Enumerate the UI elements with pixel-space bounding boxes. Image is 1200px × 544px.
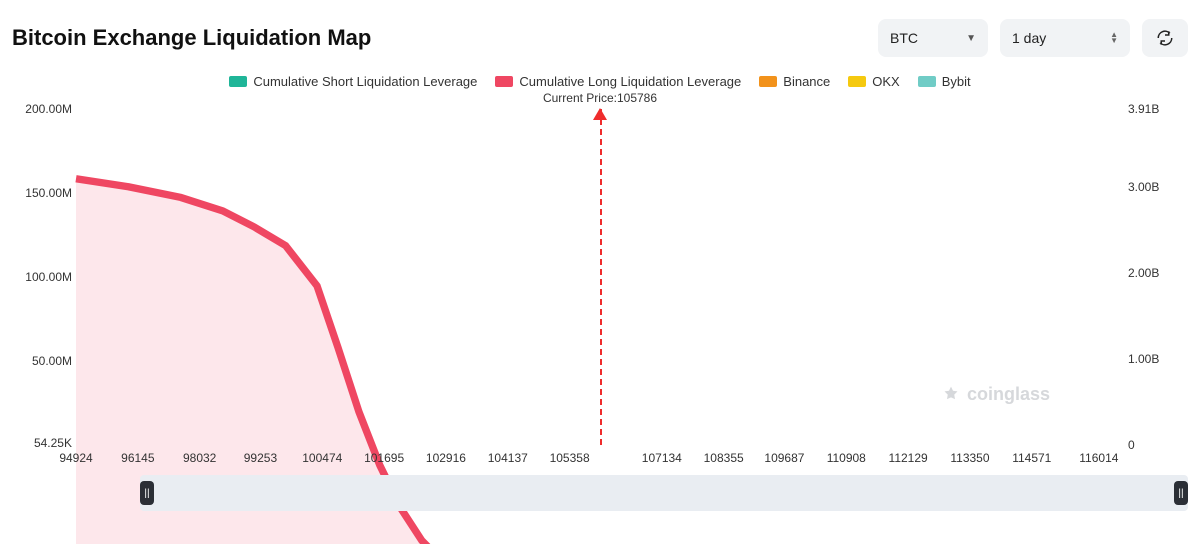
refresh-button[interactable] (1142, 19, 1188, 57)
legend-item[interactable]: Cumulative Long Liquidation Leverage (495, 74, 741, 89)
liquidation-chart: 200.00M150.00M100.00M50.00M54.25K 3.91B3… (12, 109, 1188, 469)
legend-item[interactable]: Bybit (918, 74, 971, 89)
legend-label: Cumulative Short Liquidation Leverage (253, 74, 477, 89)
x-tick: 98032 (183, 451, 216, 465)
header: Bitcoin Exchange Liquidation Map BTC ▼ 1… (12, 16, 1188, 60)
current-price-label: Current Price:105786 (12, 91, 1188, 105)
asset-select[interactable]: BTC ▼ (878, 19, 988, 57)
period-select-value: 1 day (1012, 30, 1046, 46)
x-tick: 113350 (950, 451, 989, 465)
x-tick: 99253 (244, 451, 277, 465)
chevron-down-icon: ▼ (966, 33, 976, 44)
y-right-tick: 1.00B (1128, 352, 1188, 366)
legend-swatch (918, 76, 936, 87)
asset-select-value: BTC (890, 30, 918, 46)
page-title: Bitcoin Exchange Liquidation Map (12, 25, 371, 51)
x-tick: 105358 (550, 451, 590, 465)
legend-swatch (848, 76, 866, 87)
x-tick: 101695 (364, 451, 404, 465)
x-tick: 102916 (426, 451, 466, 465)
y-right-tick: 0 (1128, 438, 1188, 452)
y-right-tick: 3.00B (1128, 180, 1188, 194)
y-left-tick: 50.00M (12, 354, 72, 368)
legend-label: OKX (872, 74, 899, 89)
x-tick: 94924 (59, 451, 92, 465)
x-tick: 104137 (488, 451, 528, 465)
legend-label: Binance (783, 74, 830, 89)
y-left-tick: 100.00M (12, 270, 72, 284)
plot-area: coinglass (76, 109, 1124, 445)
x-tick: 109687 (764, 451, 804, 465)
y-right-tick: 2.00B (1128, 266, 1188, 280)
legend-item[interactable]: OKX (848, 74, 899, 89)
x-tick: 116014 (1079, 451, 1118, 465)
zoom-strip[interactable]: || || (140, 475, 1188, 511)
legend-swatch (229, 76, 247, 87)
x-tick: 110908 (827, 451, 866, 465)
zoom-handle-left[interactable]: || (140, 481, 154, 505)
y-left-tick: 54.25K (12, 436, 72, 450)
x-tick: 108355 (704, 451, 744, 465)
page-root: Bitcoin Exchange Liquidation Map BTC ▼ 1… (0, 0, 1200, 544)
legend-label: Cumulative Long Liquidation Leverage (519, 74, 741, 89)
price-arrow-icon (593, 107, 607, 125)
legend-label: Bybit (942, 74, 971, 89)
x-tick: 107134 (642, 451, 682, 465)
y-left-tick: 150.00M (12, 186, 72, 200)
refresh-icon (1156, 29, 1174, 47)
y-right-tick: 3.91B (1128, 102, 1188, 116)
current-price-marker (600, 109, 602, 445)
watermark-icon (941, 385, 961, 405)
stepper-icon: ▲▼ (1110, 32, 1118, 44)
legend: Cumulative Short Liquidation Leverage Cum… (12, 74, 1188, 89)
y-left-tick: 200.00M (12, 102, 72, 116)
legend-swatch (759, 76, 777, 87)
watermark: coinglass (941, 384, 1050, 405)
x-tick: 96145 (121, 451, 154, 465)
legend-item[interactable]: Cumulative Short Liquidation Leverage (229, 74, 477, 89)
legend-item[interactable]: Binance (759, 74, 830, 89)
controls: BTC ▼ 1 day ▲▼ (878, 19, 1188, 57)
x-tick: 112129 (889, 451, 928, 465)
legend-swatch (495, 76, 513, 87)
y-axis-right: 3.91B3.00B2.00B1.00B0 (1128, 109, 1188, 445)
x-axis: 9492496145980329925310047410169510291610… (76, 451, 1124, 469)
watermark-text: coinglass (967, 384, 1050, 405)
x-tick: 114571 (1012, 451, 1051, 465)
x-tick: 100474 (302, 451, 342, 465)
zoom-handle-right[interactable]: || (1174, 481, 1188, 505)
period-select[interactable]: 1 day ▲▼ (1000, 19, 1130, 57)
y-axis-left: 200.00M150.00M100.00M50.00M54.25K (12, 109, 72, 445)
